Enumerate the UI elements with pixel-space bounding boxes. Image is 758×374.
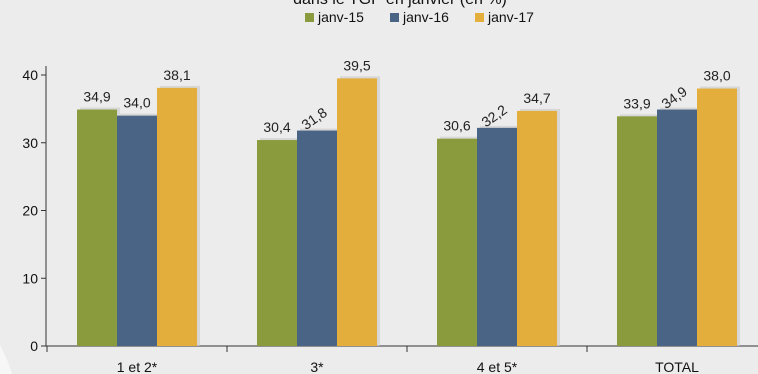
legend-swatch bbox=[305, 13, 314, 22]
bar bbox=[617, 116, 657, 346]
axes: 0 10 20 30 40 1 et 2* 3* 4 et 5* TOTAL bbox=[22, 66, 758, 374]
x-tick-label: TOTAL bbox=[655, 359, 699, 374]
legend: janv-15 janv-16 janv-17 bbox=[305, 9, 534, 25]
data-label: 34,0 bbox=[123, 95, 150, 111]
legend-swatch bbox=[475, 13, 484, 22]
data-label: 34,7 bbox=[523, 90, 550, 106]
bar bbox=[77, 109, 117, 347]
bar bbox=[517, 110, 557, 346]
y-tick-label: 40 bbox=[22, 67, 38, 83]
y-tick-label: 10 bbox=[22, 270, 38, 286]
bars bbox=[77, 76, 740, 347]
bar bbox=[157, 87, 197, 346]
legend-label: janv-15 bbox=[317, 9, 364, 25]
chart-title: dans le TGP en janvier (en %) bbox=[293, 0, 507, 8]
bar bbox=[697, 88, 737, 347]
bar bbox=[477, 127, 517, 346]
data-label: 30,4 bbox=[263, 119, 290, 135]
y-tick-label: 20 bbox=[22, 203, 38, 219]
data-label: 38,0 bbox=[703, 68, 730, 84]
x-tick-label: 4 et 5* bbox=[477, 359, 518, 374]
data-label: 33,9 bbox=[623, 95, 650, 111]
data-label: 34,9 bbox=[83, 89, 110, 105]
bar bbox=[117, 115, 157, 347]
data-label: 38,1 bbox=[163, 67, 190, 83]
bar bbox=[257, 140, 297, 346]
legend-swatch bbox=[390, 13, 399, 22]
bar bbox=[657, 109, 697, 347]
bar bbox=[297, 130, 337, 346]
y-tick-label: 0 bbox=[30, 338, 38, 354]
y-tick-label: 30 bbox=[22, 135, 38, 151]
legend-label: janv-17 bbox=[487, 9, 534, 25]
legend-label: janv-16 bbox=[402, 9, 449, 25]
x-tick-label: 1 et 2* bbox=[117, 359, 158, 374]
decorative-corner bbox=[0, 345, 12, 374]
data-label: 39,5 bbox=[343, 57, 370, 73]
x-tick-label: 3* bbox=[310, 359, 324, 374]
bar bbox=[437, 138, 477, 346]
bar bbox=[337, 78, 377, 346]
data-label: 30,6 bbox=[443, 118, 470, 134]
